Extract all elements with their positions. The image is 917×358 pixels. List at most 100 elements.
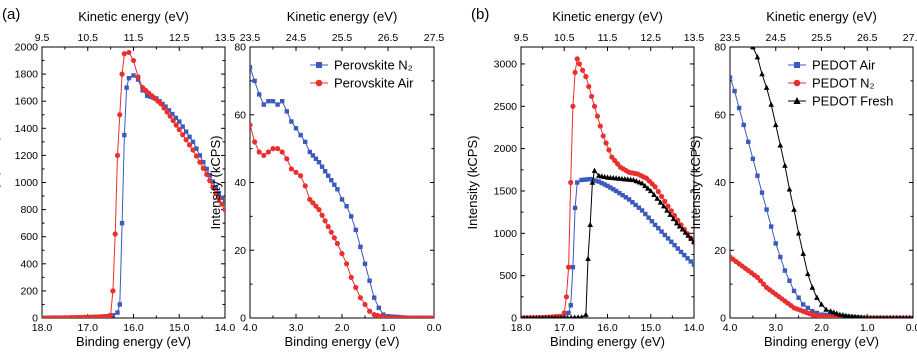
top-tick-label: 24.5 — [766, 32, 787, 44]
data-point — [741, 122, 746, 128]
x-tick-label: 1.0 — [860, 322, 875, 334]
data-point — [335, 187, 340, 192]
data-point — [600, 133, 606, 139]
data-point — [582, 177, 587, 182]
legend-label: PEDOT Air — [812, 58, 876, 73]
data-point — [349, 214, 354, 219]
data-point — [898, 315, 902, 318]
legend-label: Perovskite N₂ — [334, 58, 413, 73]
data-point — [180, 124, 185, 129]
data-point — [759, 190, 765, 195]
data-point — [210, 179, 215, 184]
data-point — [322, 169, 328, 174]
data-point — [284, 156, 290, 162]
data-point — [121, 51, 127, 57]
data-point — [611, 187, 616, 192]
x-tick-label: 16.0 — [123, 322, 144, 334]
data-point — [633, 202, 638, 208]
series-perovskite-air — [42, 49, 225, 318]
data-point — [553, 315, 557, 318]
data-point — [186, 142, 193, 148]
data-point — [167, 113, 173, 119]
top-axis-title: Kinetic energy (eV) — [78, 9, 189, 24]
data-point — [823, 306, 829, 312]
data-point — [204, 171, 210, 177]
data-point — [652, 184, 658, 190]
data-point — [580, 67, 586, 73]
series-line — [521, 57, 694, 318]
plot-frame — [520, 46, 695, 319]
x-tick-label: 0.0 — [427, 322, 442, 334]
data-point — [591, 167, 598, 173]
data-point — [176, 127, 182, 133]
data-point — [636, 205, 642, 210]
data-point — [130, 57, 137, 64]
x-axis-title: Binding energy (eV) — [285, 334, 400, 349]
data-point — [270, 99, 276, 104]
data-point — [569, 314, 573, 318]
data-point — [326, 173, 331, 178]
data-point — [332, 182, 337, 187]
x-axis-title: Binding energy (eV) — [764, 334, 879, 349]
data-point — [200, 165, 206, 171]
data-point — [216, 196, 222, 202]
data-point — [881, 315, 886, 318]
data-point — [649, 219, 655, 224]
data-point — [319, 164, 325, 169]
data-point — [885, 315, 889, 318]
data-point — [126, 49, 132, 56]
data-point — [613, 188, 619, 194]
top-tick-label: 11.5 — [124, 32, 144, 44]
data-point — [589, 93, 595, 100]
data-point — [537, 315, 542, 318]
data-point — [667, 211, 674, 217]
data-point — [658, 193, 665, 200]
data-point — [679, 226, 686, 232]
data-point — [362, 301, 368, 308]
data-point — [646, 215, 651, 220]
data-point — [302, 183, 308, 189]
data-point — [911, 315, 913, 318]
series-perovskite-n2 — [250, 65, 434, 318]
data-point — [328, 229, 334, 235]
data-point — [117, 302, 122, 307]
data-point — [180, 132, 186, 138]
data-point — [746, 139, 751, 145]
data-point — [833, 310, 840, 316]
data-point — [316, 159, 322, 165]
y-tick-label: 1800 — [15, 69, 39, 81]
data-point — [576, 314, 581, 318]
data-point — [173, 115, 179, 120]
data-point — [856, 314, 861, 318]
data-point — [568, 303, 573, 308]
data-point — [293, 169, 299, 175]
data-point — [660, 203, 667, 209]
data-point — [334, 240, 340, 247]
data-point — [593, 178, 599, 184]
plot-frame — [41, 46, 226, 319]
data-point — [307, 196, 313, 203]
data-point — [298, 173, 304, 179]
series-pedot-n2 — [521, 56, 694, 318]
series-pedot-n2 — [730, 254, 913, 318]
data-point — [576, 61, 582, 67]
data-point — [562, 315, 566, 318]
y-tick-label: 20 — [234, 245, 246, 257]
x-tick-label: 14.0 — [684, 322, 705, 334]
y-tick-label: 200 — [20, 285, 38, 297]
top-tick-label: 23.5 — [720, 32, 741, 44]
data-point — [257, 92, 262, 97]
data-point — [550, 315, 554, 318]
legend-label: Perovskite Air — [334, 76, 414, 91]
data-point — [827, 308, 834, 314]
data-point — [814, 310, 820, 316]
data-point — [563, 294, 570, 300]
data-point — [194, 146, 199, 151]
data-point — [561, 310, 567, 316]
data-point — [678, 249, 684, 255]
data-point — [572, 69, 578, 76]
data-point — [525, 315, 529, 318]
data-point — [329, 178, 334, 183]
data-point — [275, 146, 281, 152]
data-point — [787, 278, 792, 283]
